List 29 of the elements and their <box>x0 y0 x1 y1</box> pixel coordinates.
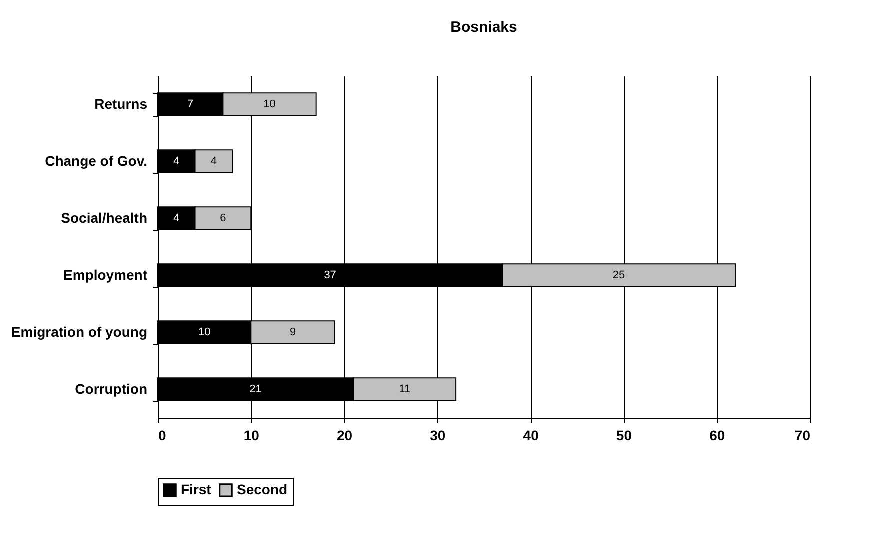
data-label: 37 <box>324 270 336 282</box>
data-label: 4 <box>174 212 180 224</box>
x-tick-label: 50 <box>616 428 632 444</box>
x-tick-label: 20 <box>336 428 353 444</box>
data-label: 9 <box>290 326 296 338</box>
x-tick-label: 70 <box>794 428 811 444</box>
y-tick-label: Corruption <box>75 381 148 397</box>
x-tick-label: 30 <box>430 428 446 444</box>
legend-label: First <box>181 481 212 498</box>
y-tick-label: Returns <box>94 96 148 112</box>
y-tick-label: Social/health <box>61 210 148 226</box>
data-label: 4 <box>174 156 180 168</box>
data-label: 21 <box>250 384 262 396</box>
data-label: 10 <box>198 326 211 338</box>
data-label: 25 <box>612 270 626 282</box>
y-tick-label: Emigration of young <box>11 324 148 340</box>
x-tick-label: 40 <box>523 428 540 444</box>
x-tick-label: 60 <box>710 428 726 444</box>
y-tick-label: Employment <box>63 267 148 283</box>
x-tick-label: 0 <box>158 428 166 444</box>
legend-label: Second <box>237 481 288 498</box>
data-label: 10 <box>264 98 276 110</box>
data-label: 11 <box>399 384 411 396</box>
data-label: 4 <box>210 156 217 168</box>
data-label: 7 <box>188 98 194 110</box>
y-tick-label: Change of Gov. <box>45 153 148 169</box>
data-label: 6 <box>220 212 226 224</box>
chart-title: Bosniaks <box>450 19 518 36</box>
x-tick-label: 10 <box>244 428 260 444</box>
